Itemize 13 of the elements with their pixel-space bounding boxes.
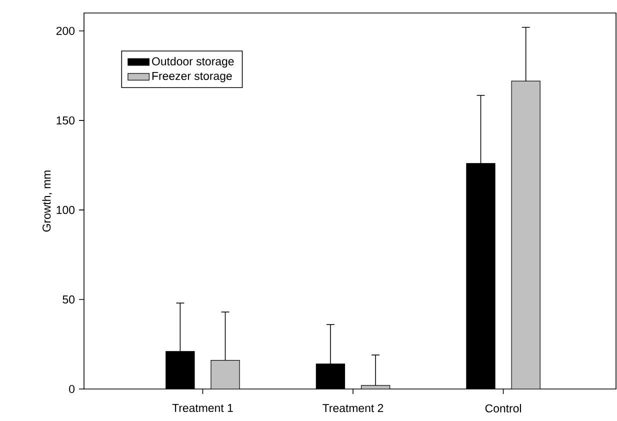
bar xyxy=(511,80,540,389)
y-tick-label: 100 xyxy=(56,206,75,214)
y-axis-title: Growth, mm xyxy=(42,170,52,232)
y-tick-label: 200 xyxy=(56,26,75,35)
y-tick-label: 150 xyxy=(56,116,75,124)
legend-label: Freezer storage xyxy=(152,72,232,82)
y-tick-label: 50 xyxy=(62,295,75,304)
legend-label: Outdoor storage xyxy=(152,56,234,68)
x-tick-label: Control xyxy=(485,404,521,412)
x-tick-label: Treatment 2 xyxy=(322,404,384,412)
y-tick-label: 0 xyxy=(69,384,75,394)
x-tick-label: Treatment 1 xyxy=(172,404,233,412)
bar xyxy=(210,360,240,389)
